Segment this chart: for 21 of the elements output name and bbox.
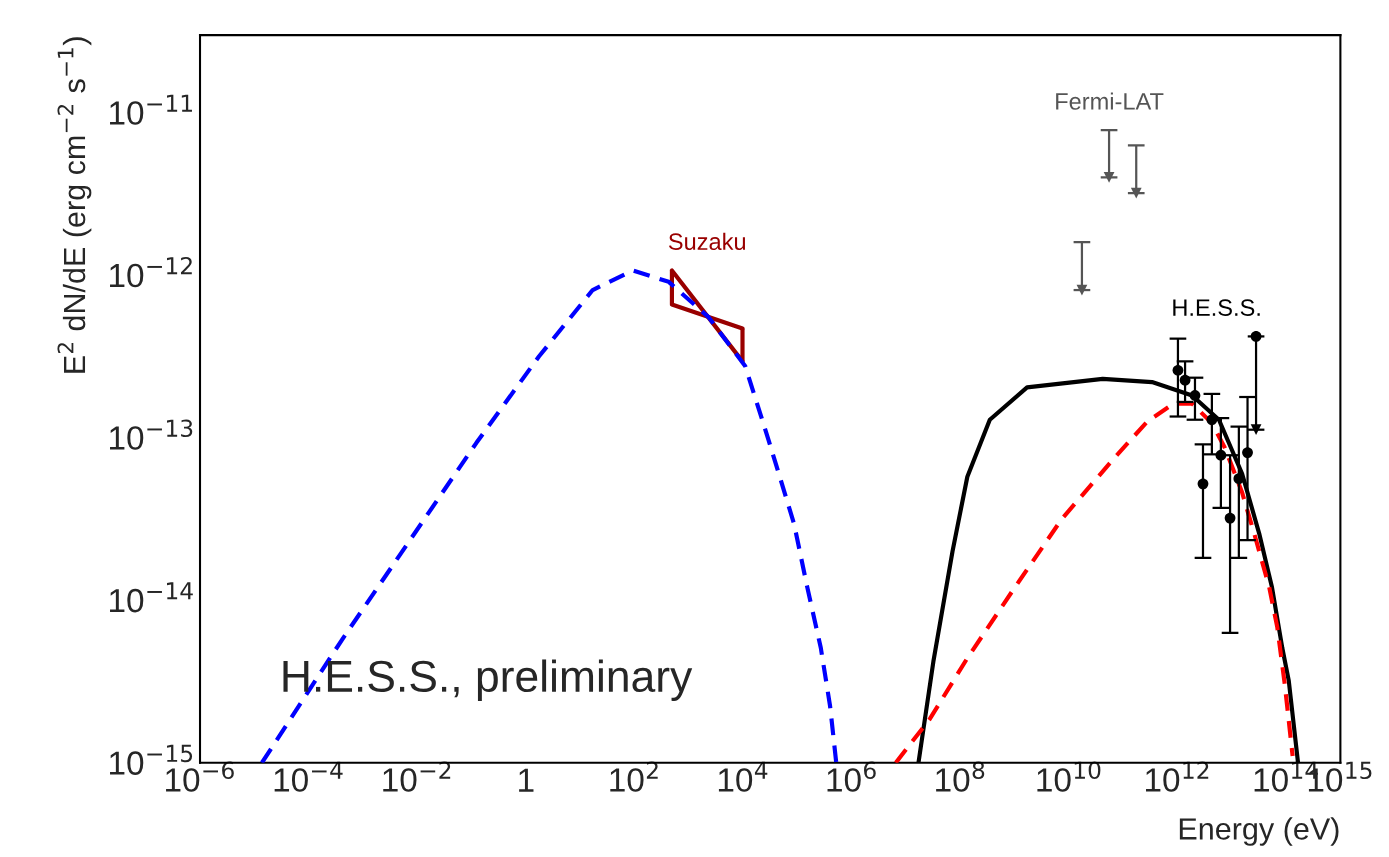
series-label: H.E.S.S. <box>1173 299 1260 316</box>
point <box>1206 414 1218 426</box>
y-tick-label: 10$^{−11}$ <box>110 94 192 125</box>
point <box>1197 478 1209 490</box>
x-tick-label: 1 <box>519 768 534 792</box>
point <box>1215 449 1227 461</box>
point <box>1242 447 1253 458</box>
point <box>1179 374 1191 386</box>
x-axis-title: Energy (eV) <box>1179 817 1339 846</box>
y-tick-label: 10$^{−14}$ <box>110 582 193 613</box>
point <box>1224 512 1236 524</box>
annotation: H.E.S.S., preliminary <box>283 659 693 701</box>
y-axis-title: E$^{2}$ dN/dE (erg cm$^{−2}$ s$^{−1}$) <box>57 37 92 373</box>
point <box>1172 364 1184 376</box>
x-tick-label: 10$^{−4}$ <box>274 761 343 792</box>
text: Fermi-LAT <box>1056 92 1164 110</box>
point <box>1250 331 1262 342</box>
y-tick-label: 10$^{−13}$ <box>110 419 193 450</box>
series-label: Suzaku <box>668 232 746 250</box>
y-tick-label: 10$^{−12}$ <box>110 256 192 288</box>
point <box>1189 390 1201 401</box>
